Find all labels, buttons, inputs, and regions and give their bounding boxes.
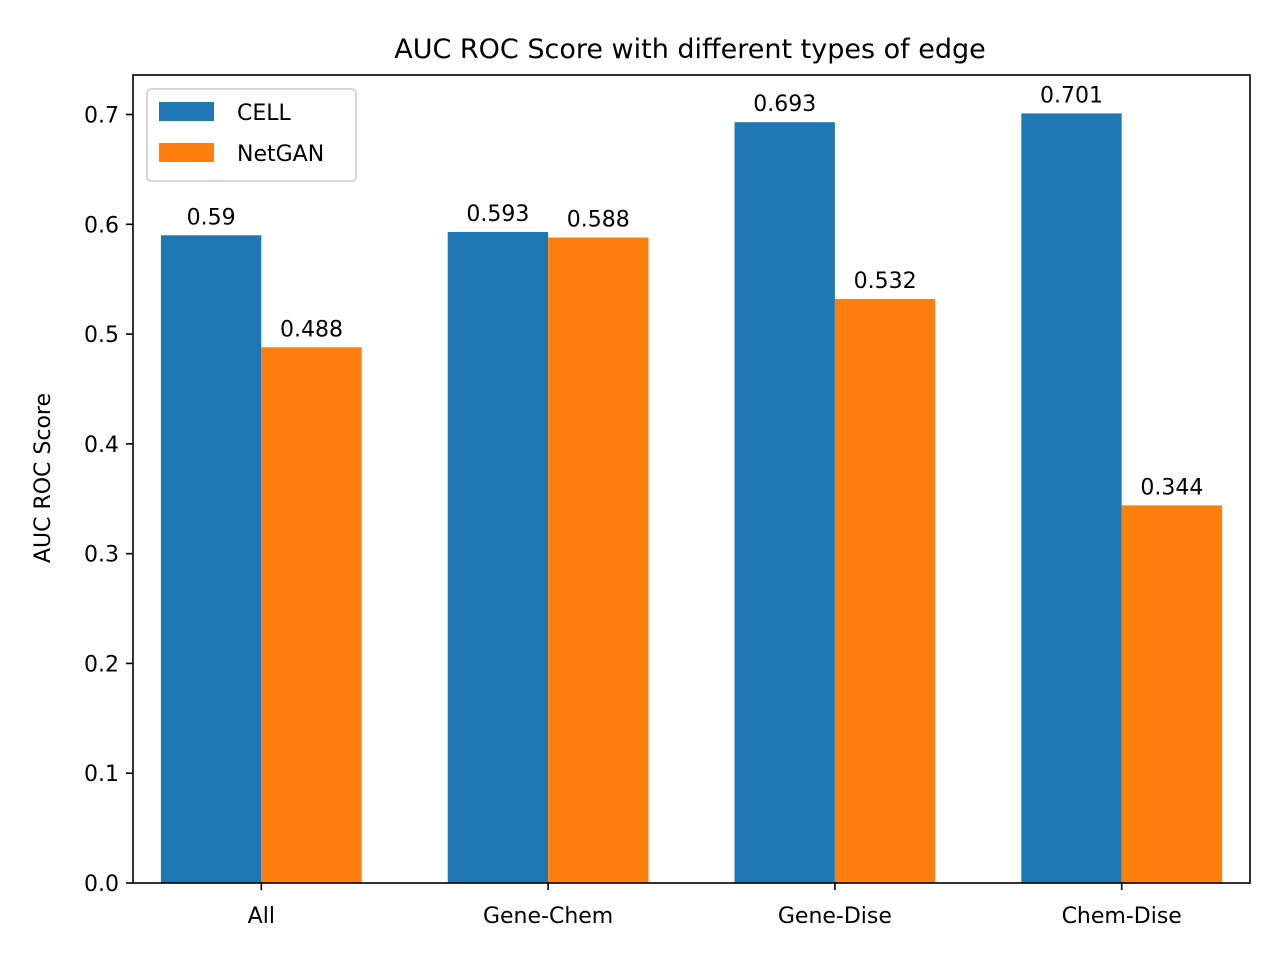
bar-value-label: 0.701 [1040,83,1103,108]
bar-value-label: 0.344 [1140,475,1203,500]
y-tick-label: 0.1 [84,762,119,787]
bar-value-label: 0.588 [567,207,630,232]
bar-cell-gene-dise [734,122,835,883]
y-tick-label: 0.3 [84,543,119,568]
y-tick-label: 0.4 [84,433,119,458]
legend-swatch-cell [159,102,214,121]
bar-value-label: 0.59 [187,205,236,230]
plot-frame [132,74,1251,884]
bar-netgan-gene-chem [548,237,649,883]
y-tick-label: 0.6 [84,213,119,238]
y-tick-label: 0.7 [84,104,119,129]
bar-netgan-chem-dise [1121,505,1223,883]
x-tick-label: Gene-Chem [483,904,613,929]
bar-value-label: 0.488 [280,317,343,342]
legend-swatch-netgan [159,143,214,162]
chart-title: AUC ROC Score with different types of ed… [394,34,986,65]
y-tick-label: 0.5 [84,323,119,348]
bar-cell-all [160,235,262,884]
bar-value-label: 0.593 [466,202,529,227]
legend-label-netgan: NetGAN [237,142,324,167]
y-tick-label: 0.2 [84,652,119,677]
bar-value-label: 0.532 [854,269,917,294]
bar-cell-gene-chem [447,231,549,883]
y-axis-ticks: 0.0 0.1 0.2 0.3 0.4 0.5 0.6 0.7 [84,104,133,897]
legend: CELL NetGAN [146,88,357,182]
y-tick-label: 0.0 [84,872,119,897]
x-tick-label: Chem-Dise [1062,904,1182,929]
legend-label-cell: CELL [237,101,292,126]
y-axis-label: AUC ROC Score [31,393,56,563]
bar-netgan-gene-dise [834,298,936,883]
bar-netgan-all [261,347,362,883]
x-tick-label: All [248,904,275,929]
bars-group [160,113,1223,884]
bar-labels-group: 0.59 0.593 0.693 0.701 0.488 0.588 0.532 0.344 [187,83,1204,500]
bar-cell-chem-dise [1021,113,1122,884]
x-axis-ticks: All Gene-Chem Gene-Dise Chem-Dise [248,883,1182,929]
x-tick-label: Gene-Dise [778,904,892,929]
bar-value-label: 0.693 [753,92,816,117]
